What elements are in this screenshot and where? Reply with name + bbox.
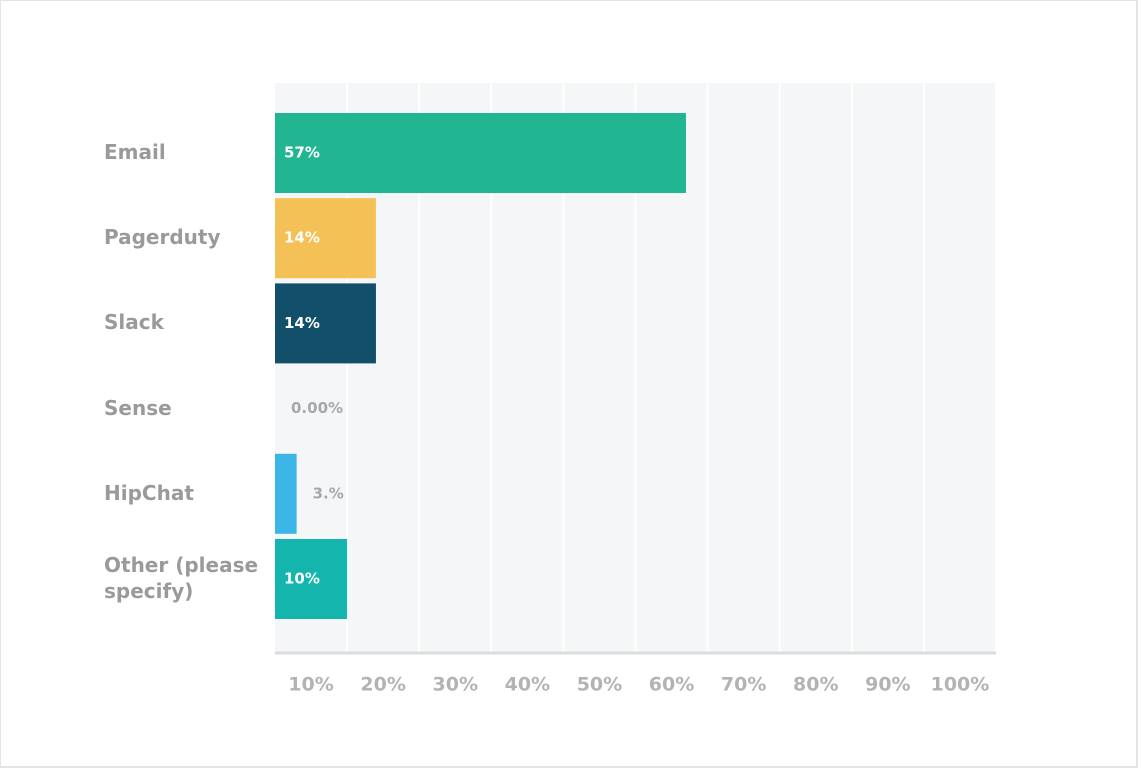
x-tick-label: 20% xyxy=(360,674,405,696)
value-label: 57% xyxy=(284,144,320,162)
x-tick-label: 30% xyxy=(433,674,478,696)
bar xyxy=(275,283,376,364)
category-label: HipChat xyxy=(104,480,194,505)
x-tick-label: 60% xyxy=(649,674,694,696)
category-label: Pagerduty xyxy=(104,225,221,250)
category-label: Other (please specify) xyxy=(104,553,259,603)
value-label: 14% xyxy=(284,314,320,332)
x-tick-label: 90% xyxy=(865,674,910,696)
category-label: Slack xyxy=(104,310,164,335)
category-label: Email xyxy=(104,140,166,164)
x-tick-label: 100% xyxy=(931,674,990,696)
value-label: 14% xyxy=(284,229,320,247)
category-label: Sense xyxy=(104,395,172,420)
x-tick-label: 70% xyxy=(721,674,766,696)
x-tick-label: 10% xyxy=(288,674,333,696)
bar xyxy=(275,453,297,534)
x-tick-label: 80% xyxy=(793,674,838,696)
value-label: 10% xyxy=(284,570,320,588)
value-label: 3.% xyxy=(313,484,344,502)
value-label: 0.00% xyxy=(291,399,343,417)
x-tick-label: 40% xyxy=(505,674,550,696)
bar xyxy=(275,198,376,279)
bar xyxy=(275,539,348,619)
x-tick-label: 50% xyxy=(577,674,622,696)
bar xyxy=(275,113,686,193)
